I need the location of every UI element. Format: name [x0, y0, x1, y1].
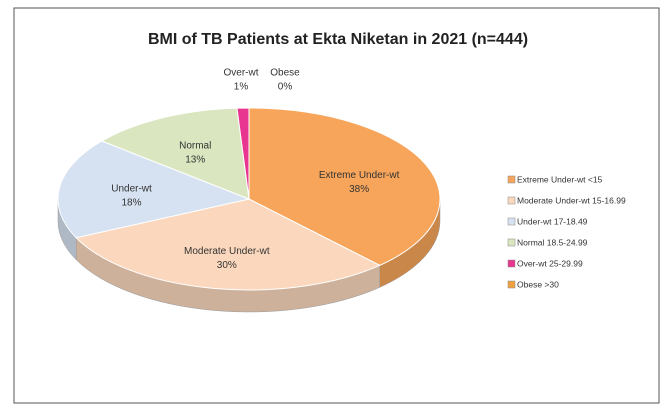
legend-label: Over-wt 25-29.99: [517, 258, 583, 268]
legend-label: Under-wt 17-18.49: [517, 216, 588, 226]
slice-value-label: 13%: [185, 154, 205, 165]
legend-swatch: [507, 259, 516, 268]
legend-label: Normal 18.5-24.99: [517, 237, 588, 247]
slice: [57, 140, 251, 239]
legend-label: Obese >30: [517, 279, 559, 289]
slice-label: Normal: [179, 140, 211, 151]
slice-value-label: 18%: [122, 198, 142, 209]
slice: [100, 107, 250, 200]
slice-label: Under-wt: [111, 184, 152, 195]
legend-swatch: [507, 175, 516, 184]
slice-label: Over-wt: [224, 68, 259, 79]
slice-label: Moderate Under-wt: [184, 246, 270, 257]
legend-swatch: [507, 238, 516, 247]
slice: [75, 198, 381, 291]
slice-value-label: 1%: [234, 82, 249, 93]
legend-label: Extreme Under-wt <15: [517, 174, 603, 184]
legend-swatch: [507, 196, 516, 205]
slice-value-label: 0%: [278, 82, 293, 93]
chart-title: BMI of TB Patients at Ekta Niketan in 20…: [148, 31, 528, 48]
legend-label: Moderate Under-wt 15-16.99: [517, 195, 626, 205]
slice-label: Obese: [270, 68, 300, 79]
slice: [248, 107, 441, 266]
slice-value-label: 38%: [349, 184, 369, 195]
legend-swatch: [507, 217, 516, 226]
slice-label: Extreme Under-wt: [319, 170, 400, 181]
legend-swatch: [507, 280, 516, 289]
slice-value-label: 30%: [217, 260, 237, 271]
